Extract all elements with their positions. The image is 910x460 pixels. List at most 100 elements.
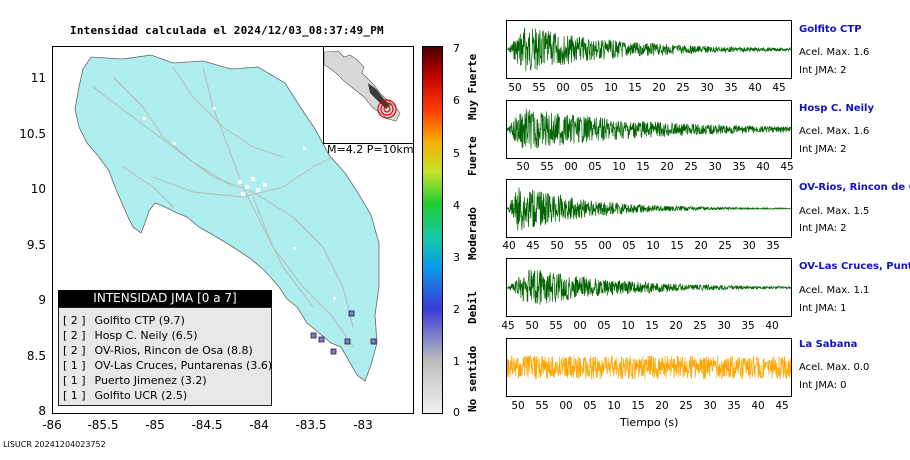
time-tick: 35 (724, 82, 738, 94)
time-tick: 25 (684, 161, 698, 173)
waveform-line (507, 355, 791, 380)
time-tick: 40 (748, 82, 762, 94)
time-tick: 55 (574, 240, 588, 252)
map-canvas (74, 54, 380, 382)
trace-box[interactable] (506, 338, 792, 397)
trace-box[interactable] (506, 179, 792, 238)
map-x-tick: -85 (145, 418, 165, 432)
time-tick: 40 (765, 320, 779, 332)
trace-canvas (507, 187, 791, 231)
waveform-line (507, 108, 791, 149)
time-axis-label: Tiempo (s) (620, 416, 679, 429)
map-y-tick: 8.5 (26, 349, 46, 363)
station-accel: Acel. Max. 1.1 (799, 285, 870, 296)
station-markers (310, 310, 377, 355)
legend-row-station: Golfito UCR (2.5) (94, 389, 188, 402)
scale-word: Muy Fuerte (466, 53, 479, 120)
page-title: Intensidad calculada el 2024/12/03_08:37… (70, 24, 384, 37)
scale-number: 1 (453, 355, 460, 368)
time-tick: 15 (636, 161, 650, 173)
time-tick: 35 (766, 240, 780, 252)
time-tick: 30 (703, 400, 717, 412)
trace-box[interactable] (506, 100, 792, 159)
time-tick: 55 (540, 161, 554, 173)
time-tick: 00 (573, 320, 587, 332)
scale-number: 0 (453, 406, 460, 419)
epicenter-icon (377, 99, 397, 119)
trace-ticks: 50 55 00 05 10 15 20 25 30 35 40 45 (508, 161, 808, 175)
trace-ticks: 50 55 00 05 10 15 20 25 30 35 40 45 (503, 400, 803, 414)
map-x-tick: -84 (249, 418, 269, 432)
time-tick: 50 (525, 320, 539, 332)
station-name[interactable]: La Sabana (799, 339, 858, 350)
trace-box[interactable] (506, 258, 792, 317)
scale-word: No sentido (466, 345, 479, 412)
scale-number: 5 (453, 147, 460, 160)
legend-row-intensity: [ 1 ] (63, 389, 86, 402)
time-tick: 00 (598, 240, 612, 252)
time-tick: 00 (556, 82, 570, 94)
station-accel: Acel. Max. 1.6 (799, 126, 870, 137)
time-tick: 50 (511, 400, 525, 412)
time-tick: 00 (559, 400, 573, 412)
trace-canvas (507, 355, 791, 380)
time-tick: 15 (631, 400, 645, 412)
map-y-tick: 10 (30, 182, 46, 196)
time-tick: 05 (588, 161, 602, 173)
legend-row-intensity: [ 1 ] (63, 359, 86, 372)
time-tick: 30 (742, 240, 756, 252)
time-tick: 45 (775, 400, 789, 412)
inset-land (324, 50, 401, 122)
map-x-tick: -86 (42, 418, 62, 432)
legend-row-station: Hosp C. Neily (6.5) (94, 329, 198, 342)
station-name[interactable]: OV-Rios, Rincon de Os (799, 182, 910, 193)
time-tick: 35 (727, 400, 741, 412)
map-y-tick: 9.5 (26, 238, 46, 252)
station-accel: Acel. Max. 1.5 (799, 206, 870, 217)
time-tick: 10 (607, 400, 621, 412)
legend-box: [ 2 ] Golfito CTP (9.7) [ 2 ] Hosp C. Ne… (58, 307, 272, 406)
inset-locator-map (323, 46, 414, 144)
time-tick: 40 (756, 161, 770, 173)
map-y-tick: 8 (38, 404, 46, 418)
map-x-tick: -83.5 (295, 418, 327, 432)
station-intensity: Int JMA: 2 (799, 223, 847, 234)
time-tick: 05 (583, 400, 597, 412)
time-tick: 40 (751, 400, 765, 412)
time-tick: 55 (549, 320, 563, 332)
time-tick: 45 (526, 240, 540, 252)
time-tick: 05 (622, 240, 636, 252)
time-tick: 55 (535, 400, 549, 412)
time-tick: 50 (508, 82, 522, 94)
scale-word: Fuerte (466, 136, 479, 176)
station-name[interactable]: Hosp C. Neily (799, 103, 874, 114)
station-accel: Acel. Max. 0.0 (799, 362, 870, 373)
map-x-tick: -84.5 (191, 418, 223, 432)
station-accel: Acel. Max. 1.6 (799, 47, 870, 58)
legend-title: INTENSIDAD JMA [0 a 7] (58, 290, 272, 307)
station-intensity: Int JMA: 2 (799, 65, 847, 76)
time-tick: 05 (580, 82, 594, 94)
footer-id: LISUCR 20241204023752 (3, 440, 106, 449)
time-tick: 20 (694, 240, 708, 252)
inset-canvas (324, 50, 401, 122)
time-tick: 25 (718, 240, 732, 252)
legend-row-station: Puerto Jimenez (3.2) (94, 374, 207, 387)
time-tick: 10 (621, 320, 635, 332)
station-name[interactable]: Golfito CTP (799, 24, 862, 35)
costa-rica-landmass (74, 54, 380, 382)
time-tick: 15 (670, 240, 684, 252)
map-y-tick: 11 (30, 71, 46, 85)
scale-word: Debil (466, 290, 479, 324)
time-tick: 45 (780, 161, 794, 173)
inset-costa-rica (368, 83, 390, 109)
time-tick: 10 (612, 161, 626, 173)
trace-box[interactable] (506, 20, 792, 79)
legend-row-intensity: [ 2 ] (63, 344, 86, 357)
map-y-tick: 9 (38, 293, 46, 307)
trace-ticks: 40 45 50 55 00 05 10 15 20 25 30 35 (494, 240, 794, 254)
station-name[interactable]: OV-Las Cruces, Puntar (799, 261, 910, 272)
time-tick: 20 (652, 82, 666, 94)
time-tick: 30 (700, 82, 714, 94)
time-tick: 10 (604, 82, 618, 94)
